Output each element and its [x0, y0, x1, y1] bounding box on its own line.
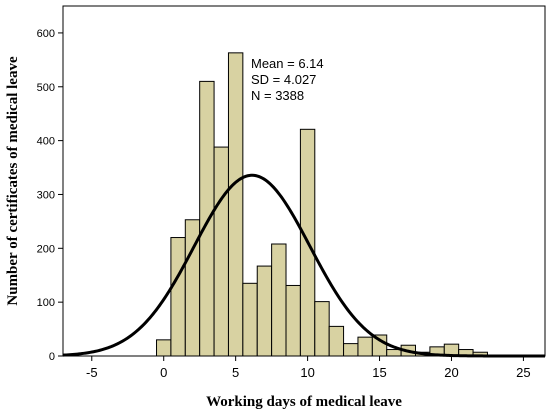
histogram-bar [213, 146, 229, 357]
histogram-bar [242, 282, 258, 357]
y-axis-label: Number of certificates of medical leave [5, 56, 21, 306]
plot-frame [62, 5, 546, 357]
x-tick-label: 20 [444, 365, 458, 380]
y-tick-label: 100 [37, 297, 55, 309]
y-tick-label: 500 [37, 82, 55, 94]
y-tick-label: 600 [37, 28, 55, 40]
histogram-bar [314, 301, 330, 357]
x-tick-label: 0 [160, 365, 167, 380]
x-tick-label: 25 [516, 365, 530, 380]
stats-line: SD = 4.027 [251, 72, 316, 87]
histogram-bar [328, 325, 345, 357]
x-tick-label: 15 [372, 365, 386, 380]
y-axis-ticks: 0 100 200 300 400 500 600 [37, 28, 63, 363]
histogram-bar [156, 339, 172, 357]
histogram-bar [199, 80, 215, 357]
x-tick-label: 10 [300, 365, 314, 380]
histogram-bar [285, 284, 301, 357]
y-tick-label: 0 [49, 351, 55, 363]
histogram-bar [271, 243, 287, 357]
histogram-bar [227, 52, 244, 357]
x-tick-label: -5 [86, 365, 98, 380]
histogram-bar [256, 265, 273, 357]
stats-line: Mean = 6.14 [251, 56, 324, 71]
x-axis-label: Working days of medical leave [206, 394, 402, 410]
histogram-bar [170, 237, 186, 357]
y-tick-label: 300 [37, 189, 55, 201]
histogram-bar [386, 349, 402, 357]
stats-line: N = 3388 [251, 88, 304, 103]
x-tick-label: 5 [232, 365, 239, 380]
histogram-bars [156, 52, 488, 357]
y-tick-label: 200 [37, 243, 55, 255]
x-axis-ticks: -5 0 5 10 15 20 25 [86, 356, 531, 380]
histogram-bar [343, 343, 359, 357]
histogram-bar [357, 336, 373, 357]
y-tick-label: 400 [37, 136, 55, 148]
